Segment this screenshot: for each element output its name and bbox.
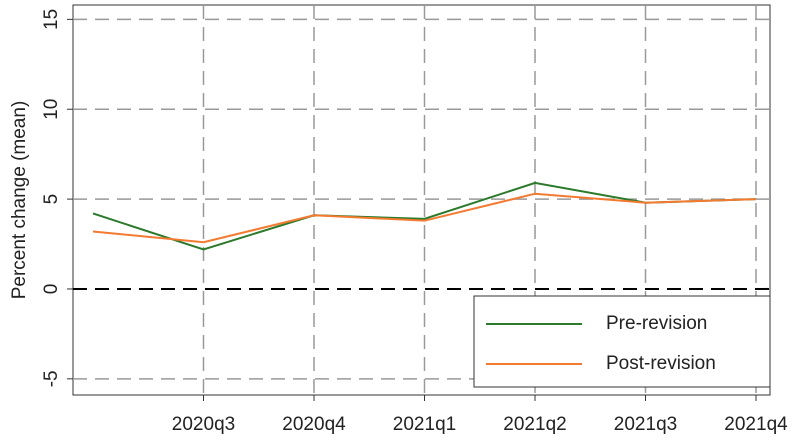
x-tick-label: 2021q3 [614,414,677,435]
y-tick-label: 10 [41,99,62,120]
y-tick-label: -5 [41,370,62,387]
legend-label: Pre-revision [606,313,707,334]
x-tick-label: 2020q3 [172,414,235,435]
x-tick-label: 2021q2 [503,414,566,435]
x-tick-label: 2021q4 [724,414,788,435]
x-tick-label: 2021q1 [393,414,456,435]
y-axis-label: Percent change (mean) [9,101,30,300]
legend-box [473,295,771,388]
y-tick-label: 15 [41,9,62,30]
y-tick-label: 0 [41,284,62,295]
y-tick-label: 5 [41,194,62,205]
legend-label: Post-revision [606,353,716,374]
series-line [92,192,757,244]
x-tick-label: 2020q4 [282,414,346,435]
plot-frame [72,4,771,396]
